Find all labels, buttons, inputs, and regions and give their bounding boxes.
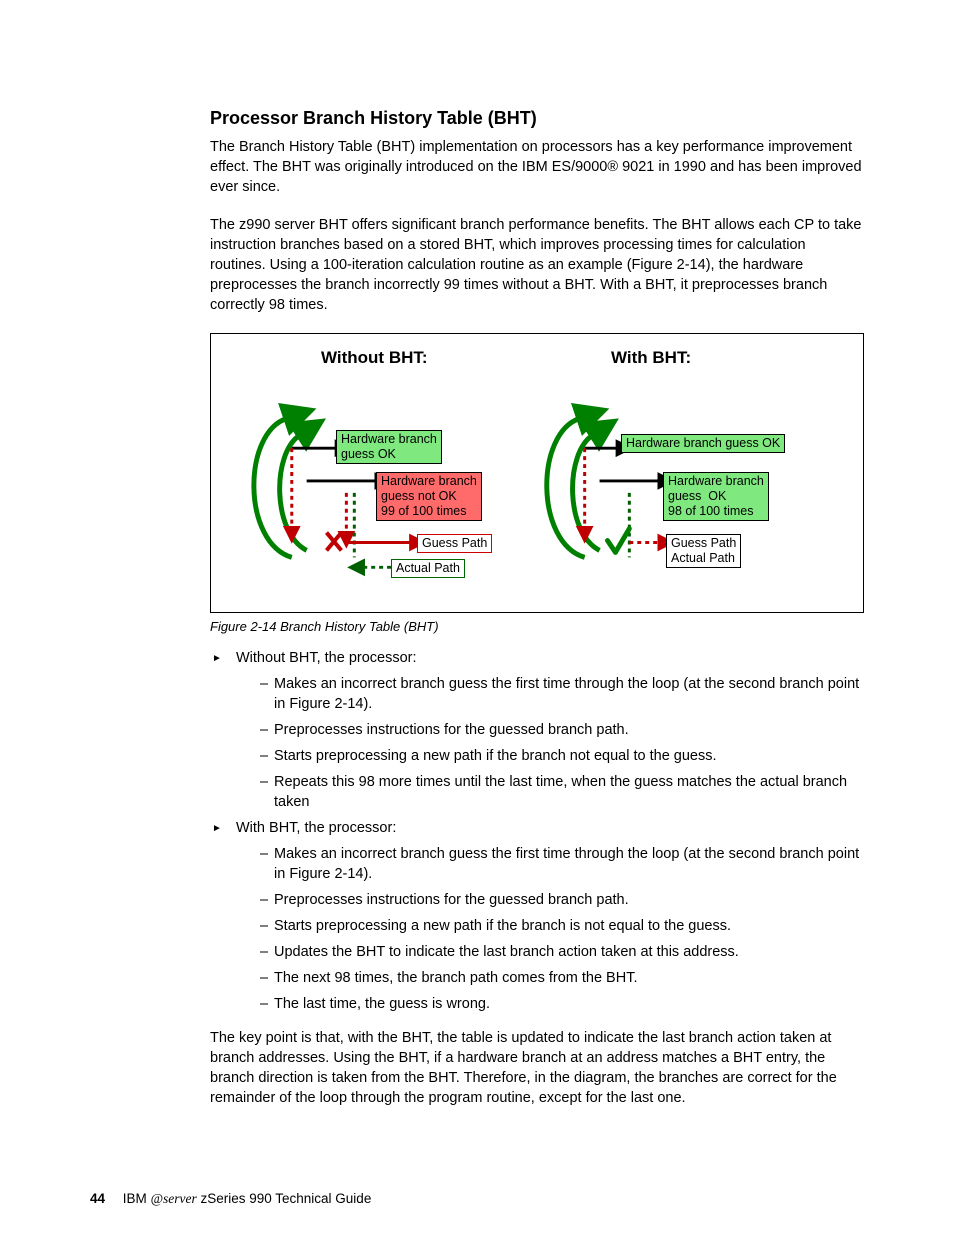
with-sub-2: Starts preprocessing a new path if the b… <box>260 916 864 936</box>
left-guess-path: Guess Path <box>417 534 492 553</box>
with-sub-5: The last time, the guess is wrong. <box>260 994 864 1014</box>
section-heading: Processor Branch History Table (BHT) <box>210 108 864 129</box>
without-sub-1: Preprocesses instructions for the guesse… <box>260 720 864 740</box>
footer-title-mid: @server <box>151 1191 197 1206</box>
without-head: Without BHT, the processor: <box>236 650 417 666</box>
with-sub-1: Preprocesses instructions for the guesse… <box>260 890 864 910</box>
right-hw-guess-ok2: Hardware branch guess OK 98 of 100 times <box>663 472 769 521</box>
figure-2-14: Without BHT: With BHT: <box>210 333 864 613</box>
figure-caption: Figure 2-14 Branch History Table (BHT) <box>210 619 864 634</box>
right-actual-path: Actual Path <box>671 551 735 565</box>
left-actual-path: Actual Path <box>391 559 465 578</box>
paragraph-1: The Branch History Table (BHT) implement… <box>210 137 864 197</box>
left-hw-guess-ok: Hardware branch guess OK <box>336 430 442 464</box>
with-bht-item: With BHT, the processor: Makes an incorr… <box>236 818 864 1014</box>
bullet-list: Without BHT, the processor: Makes an inc… <box>210 648 864 1014</box>
paragraph-2: The z990 server BHT offers significant b… <box>210 215 864 315</box>
footer-title-post: zSeries 990 Technical Guide <box>197 1191 372 1206</box>
left-hw-guess-notok: Hardware branch guess not OK 99 of 100 t… <box>376 472 482 521</box>
without-sub-3: Repeats this 98 more times until the las… <box>260 772 864 812</box>
page-number: 44 <box>90 1191 105 1206</box>
without-sub-0: Makes an incorrect branch guess the firs… <box>260 674 864 714</box>
without-sub-2: Starts preprocessing a new path if the b… <box>260 746 864 766</box>
paragraph-3: The key point is that, with the BHT, the… <box>210 1028 864 1108</box>
with-sub-4: The next 98 times, the branch path comes… <box>260 968 864 988</box>
with-head: With BHT, the processor: <box>236 820 396 836</box>
right-hw-guess-ok: Hardware branch guess OK <box>621 434 785 453</box>
footer-title-pre: IBM <box>123 1191 151 1206</box>
page-footer: 44 IBM @server zSeries 990 Technical Gui… <box>90 1191 371 1207</box>
with-sub-3: Updates the BHT to indicate the last bra… <box>260 942 864 962</box>
without-bht-item: Without BHT, the processor: Makes an inc… <box>236 648 864 812</box>
with-sub-0: Makes an incorrect branch guess the firs… <box>260 844 864 884</box>
right-guess-path: Guess Path <box>671 536 736 550</box>
